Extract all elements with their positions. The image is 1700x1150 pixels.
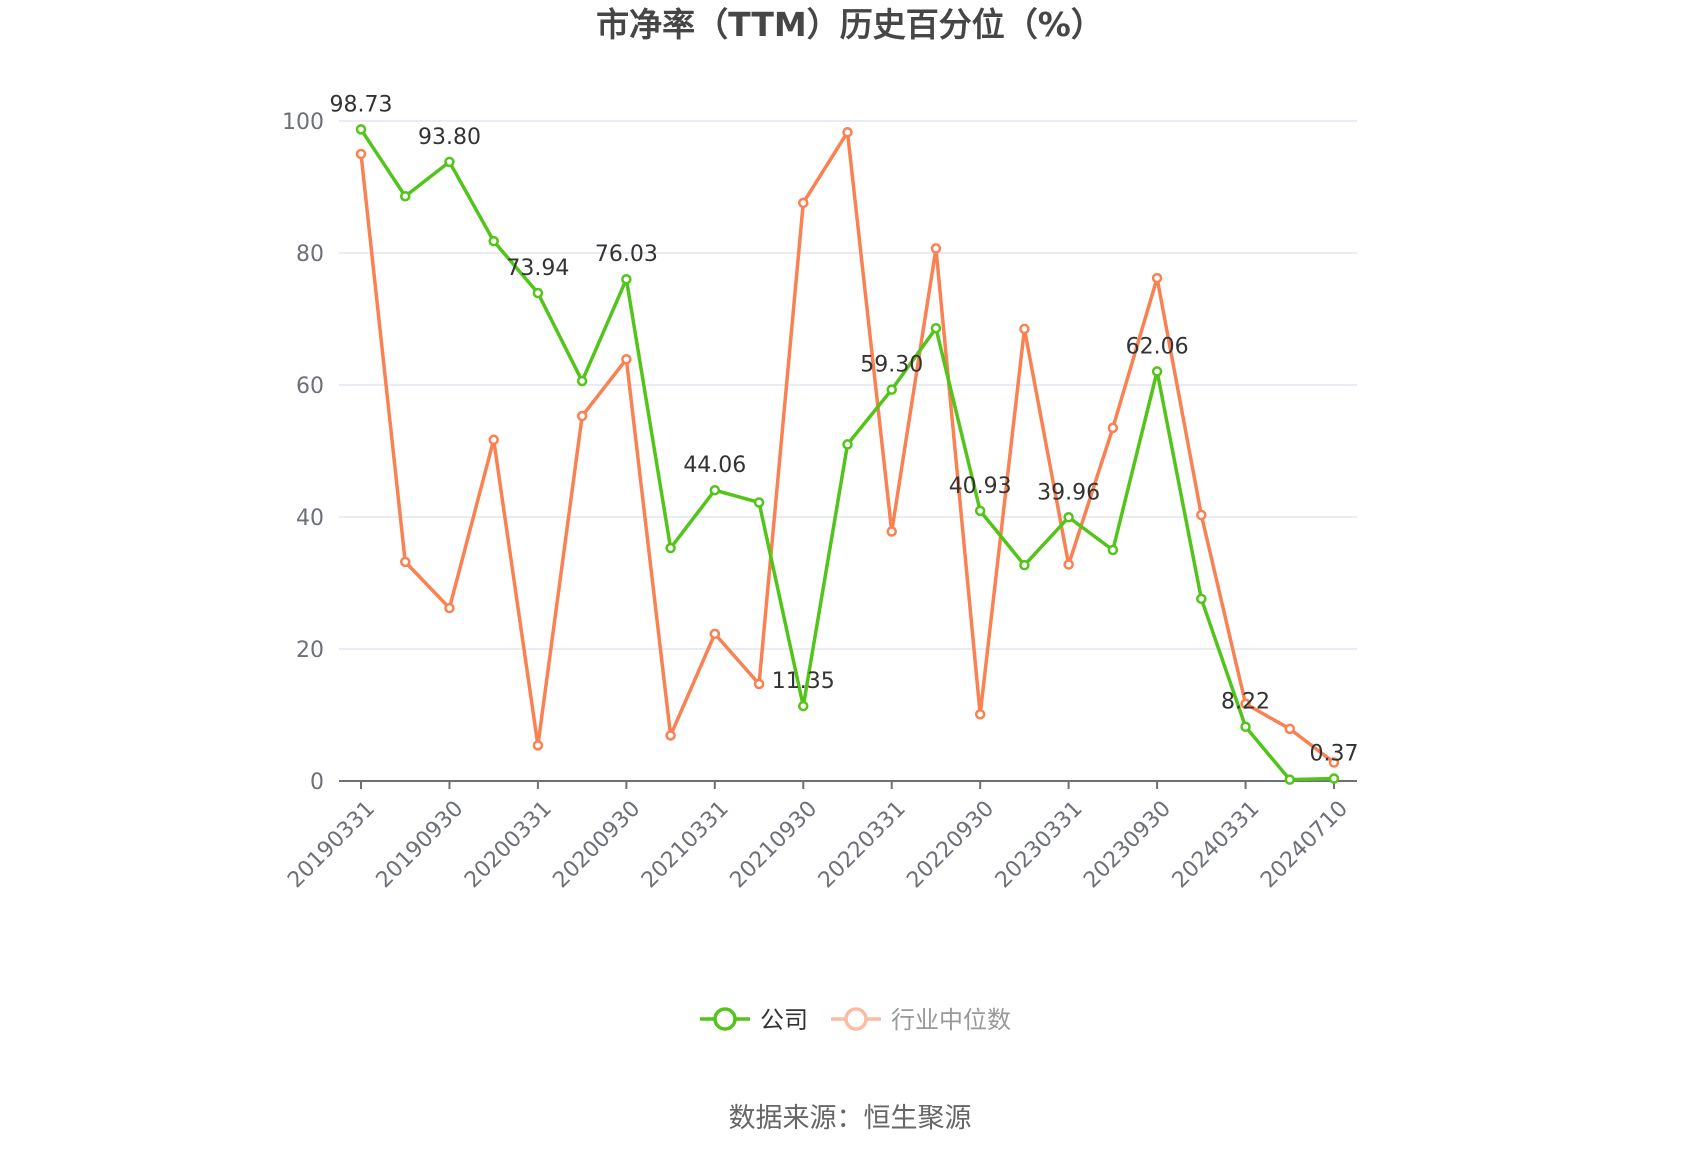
data-point[interactable] (355, 124, 367, 135)
legend-marker-icon (713, 1007, 737, 1031)
x-tick-label: 20240331 (1168, 796, 1265, 893)
data-point[interactable] (1284, 774, 1296, 785)
data-point[interactable] (886, 526, 897, 537)
data-point[interactable] (532, 740, 544, 751)
x-tick-label: 20210930 (725, 796, 822, 893)
data-point[interactable] (1196, 509, 1207, 521)
x-tick-label: 20220331 (814, 796, 911, 893)
data-label: 40.93 (949, 474, 1012, 499)
y-axis: 0 20 40 60 80 100 (282, 110, 324, 795)
legend-marker-icon (844, 1007, 868, 1031)
data-point[interactable] (1240, 698, 1251, 710)
y-tick-label: 40 (296, 506, 324, 531)
data-point[interactable] (753, 678, 765, 690)
data-point[interactable] (399, 190, 411, 202)
data-point[interactable] (576, 375, 588, 387)
legend-item-0[interactable]: 公司 (700, 1006, 808, 1034)
x-tick-label: 20230331 (991, 796, 1088, 893)
data-label: 11.35 (772, 669, 835, 694)
data-point[interactable] (709, 628, 721, 640)
x-tick-label: 20190930 (372, 796, 469, 893)
data-point[interactable] (842, 439, 853, 450)
data-point[interactable] (488, 434, 499, 446)
data-label: 73.94 (506, 256, 569, 281)
data-point[interactable] (488, 235, 499, 247)
x-tick-label: 20210331 (637, 796, 734, 893)
data-labels: 98.73 93.80 73.94 76.03 44.06 11.35 59.30 40.93… (330, 92, 1359, 766)
data-point[interactable] (1019, 559, 1030, 571)
data-point[interactable] (355, 148, 367, 160)
x-tick-label: 20240710 (1256, 796, 1353, 893)
y-tick-label: 0 (310, 770, 324, 795)
data-point[interactable] (665, 730, 676, 741)
data-point[interactable] (930, 243, 942, 254)
data-label: 8.22 (1221, 690, 1270, 715)
data-point[interactable] (930, 322, 942, 334)
legend-item-1[interactable]: 行业中位数 (831, 1006, 1011, 1034)
data-label: 59.30 (860, 353, 923, 378)
grid (339, 120, 1357, 650)
data-label: 39.96 (1037, 480, 1100, 505)
data-point[interactable] (1196, 593, 1207, 605)
legend-label: 行业中位数 (891, 1006, 1011, 1034)
data-label: 0.37 (1310, 742, 1359, 767)
x-tick-label: 20220930 (902, 796, 999, 893)
legend-label: 公司 (760, 1006, 808, 1034)
data-point[interactable] (709, 484, 721, 496)
data-point[interactable] (532, 287, 544, 299)
data-point[interactable] (1151, 366, 1163, 377)
data-point[interactable] (444, 156, 455, 168)
data-point[interactable] (1107, 422, 1119, 434)
legend: 公司 行业中位数 (700, 1006, 1011, 1034)
x-tick-label: 20230930 (1079, 796, 1176, 893)
data-label: 44.06 (683, 453, 746, 478)
data-label: 93.80 (418, 125, 481, 150)
data-point[interactable] (1328, 757, 1340, 768)
data-point[interactable] (576, 410, 588, 422)
series-line-公司 (359, 128, 1335, 782)
x-tick-label: 20200331 (460, 796, 557, 893)
data-point[interactable] (1328, 773, 1340, 784)
y-tick-label: 100 (282, 110, 324, 135)
x-tick-label: 20200930 (548, 796, 645, 893)
data-point[interactable] (621, 273, 632, 285)
data-label: 98.73 (330, 92, 393, 117)
data-point[interactable] (1063, 512, 1074, 523)
data-point[interactable] (665, 542, 676, 554)
series-layer (355, 124, 1340, 785)
data-point[interactable] (1019, 323, 1030, 335)
data-point[interactable] (444, 602, 455, 614)
data-point[interactable] (1107, 544, 1119, 556)
data-point[interactable] (798, 700, 809, 712)
y-tick-label: 80 (296, 242, 324, 267)
data-point[interactable] (1151, 272, 1163, 284)
data-point[interactable] (974, 709, 986, 720)
data-point[interactable] (621, 354, 632, 365)
y-tick-label: 20 (296, 638, 324, 663)
data-label: 76.03 (595, 242, 658, 267)
data-point[interactable] (798, 197, 809, 209)
data-point[interactable] (1240, 721, 1251, 732)
y-tick-label: 60 (296, 374, 324, 399)
data-point[interactable] (974, 505, 986, 517)
data-point[interactable] (842, 126, 853, 138)
data-point[interactable] (886, 384, 897, 395)
data-point[interactable] (1063, 559, 1074, 570)
x-axis: 2019033120190930202003312020093020210331… (283, 780, 1357, 893)
chart-title: 市净率（TTM）历史百分位（%） (596, 5, 1104, 44)
source-note: 数据来源：恒生聚源 (729, 1103, 972, 1134)
data-point[interactable] (753, 497, 765, 508)
x-tick-label: 20190331 (283, 796, 380, 893)
data-point[interactable] (399, 556, 411, 568)
data-point[interactable] (1284, 723, 1296, 735)
data-label: 62.06 (1126, 334, 1189, 359)
